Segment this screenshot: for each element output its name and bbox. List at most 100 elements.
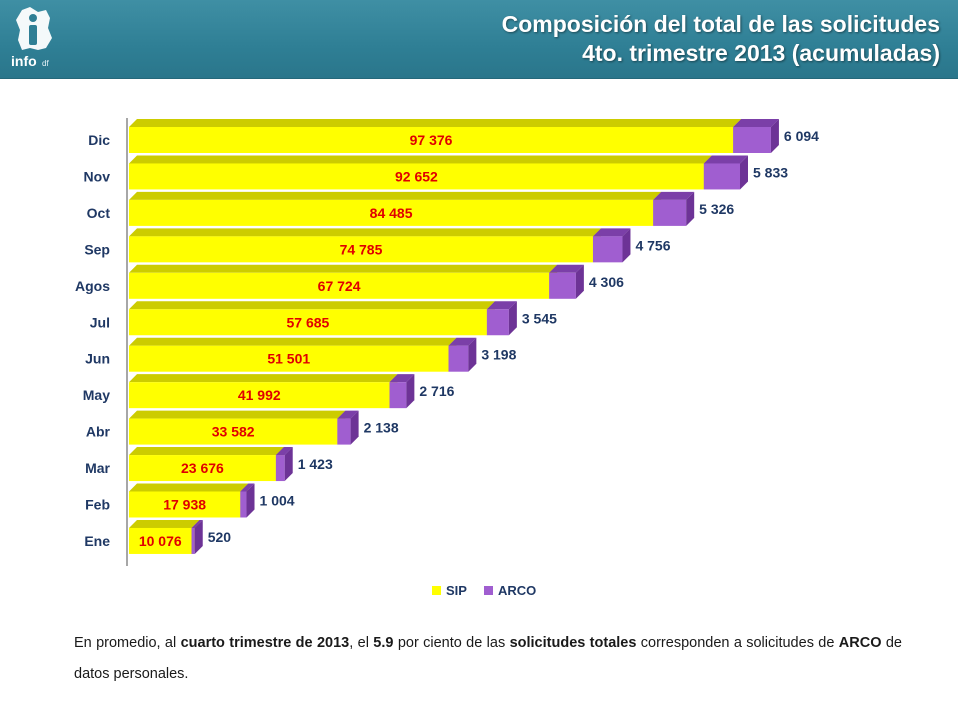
logo-text: info xyxy=(11,53,37,69)
arco-value-label: 3 198 xyxy=(481,347,516,363)
arco-bar-top xyxy=(191,519,203,528)
sip-bar xyxy=(129,455,276,482)
sip-bar xyxy=(129,527,192,554)
category-label: Mar xyxy=(85,460,110,476)
arco-bar xyxy=(275,455,285,482)
sip-bar-top xyxy=(129,374,398,383)
sip-bar-top xyxy=(129,410,346,419)
arco-bar xyxy=(549,272,576,299)
footnote-bold: solicitudes totales xyxy=(509,635,637,651)
sip-bar-top xyxy=(129,447,284,456)
sip-value-label: 41 992 xyxy=(238,387,281,403)
footnote-part: por ciento de las xyxy=(393,635,510,651)
sip-value-label: 97 376 xyxy=(410,132,453,148)
category-label: Feb xyxy=(85,497,110,513)
footnote-part: En promedio, al xyxy=(74,635,181,651)
arco-value-label: 2 138 xyxy=(364,420,399,436)
category-label: Nov xyxy=(84,168,111,184)
stacked-bar-chart: Dic 97 376 6 094 Nov 92 652 5 833 Oct 84 485 5 3… xyxy=(75,118,819,598)
category-label: May xyxy=(83,387,110,403)
sip-value-label: 84 485 xyxy=(370,205,413,221)
sip-bar xyxy=(129,491,241,518)
arco-bar xyxy=(191,527,195,554)
arco-value-label: 5 833 xyxy=(753,164,788,180)
arco-bar-side xyxy=(194,519,203,554)
arco-bar xyxy=(653,199,687,226)
sip-value-label: 74 785 xyxy=(340,241,383,257)
arco-bar xyxy=(733,127,771,153)
footnote-part: , el xyxy=(349,635,374,651)
arco-bar-top xyxy=(733,119,779,127)
sip-bar-top xyxy=(129,264,558,273)
arco-bar-side xyxy=(770,119,779,153)
arco-bar-side xyxy=(740,155,749,190)
legend-swatch-arco xyxy=(484,586,493,595)
footnote-part: de datos personales. xyxy=(74,635,902,682)
legend-label-sip: SIP xyxy=(446,583,467,598)
category-label: Agos xyxy=(75,278,110,294)
legend-label-arco: ARCO xyxy=(498,583,536,598)
arco-value-label: 6 094 xyxy=(784,128,819,144)
arco-bar xyxy=(448,345,469,372)
arco-value-label: 4 756 xyxy=(635,237,670,253)
arco-bar-side xyxy=(468,337,477,372)
sip-value-label: 51 501 xyxy=(267,351,310,367)
sip-bar xyxy=(129,272,550,299)
sip-bar xyxy=(129,418,338,445)
footnote-part: corresponden a solicitudes de xyxy=(636,635,839,651)
sip-bar xyxy=(129,236,593,263)
arco-bar-top xyxy=(275,447,293,456)
arco-value-label: 3 545 xyxy=(522,310,557,326)
sip-bar-top xyxy=(129,337,457,346)
arco-value-label: 520 xyxy=(208,529,232,545)
sip-bar-top xyxy=(129,155,712,164)
sip-value-label: 17 938 xyxy=(163,497,206,513)
title-line-2: 4to. trimestre 2013 (acumuladas) xyxy=(582,40,940,66)
category-label: Jun xyxy=(85,351,110,367)
arco-value-label: 1 423 xyxy=(298,456,333,472)
logo-suffix: df xyxy=(42,59,49,68)
arco-bar xyxy=(592,236,623,263)
sip-bar-top xyxy=(129,191,662,200)
arco-bar-top xyxy=(337,410,359,419)
arco-bar-side xyxy=(350,410,359,445)
arco-bar xyxy=(337,418,351,445)
category-label: Sep xyxy=(84,241,110,257)
arco-bar-side xyxy=(284,447,293,482)
arco-bar-top xyxy=(486,301,517,310)
arco-bar-side xyxy=(622,228,631,263)
sip-bar xyxy=(129,309,487,336)
sip-value-label: 67 724 xyxy=(318,278,361,294)
arco-bar xyxy=(389,382,407,409)
arco-bar-top xyxy=(549,264,584,273)
sip-value-label: 23 676 xyxy=(181,460,224,476)
footnote-text: En promedio, al cuarto trimestre de 2013… xyxy=(74,628,902,690)
arco-bar-top xyxy=(703,155,749,164)
arco-value-label: 2 716 xyxy=(419,383,454,399)
category-label: Jul xyxy=(90,314,110,330)
arco-bar xyxy=(240,491,247,518)
arco-bar-top xyxy=(653,191,695,200)
sip-bar xyxy=(129,382,390,409)
arco-bar-top xyxy=(240,483,255,492)
footnote-bold: cuarto trimestre de 2013 xyxy=(180,635,350,651)
sip-bar xyxy=(129,199,654,226)
sip-bar-top xyxy=(129,483,249,492)
sip-bar-top xyxy=(129,301,495,310)
sip-bar-top xyxy=(129,119,742,127)
slide-header: info df Composición del total de las sol… xyxy=(0,0,958,79)
title-line-1: Composición del total de las solicitudes xyxy=(501,11,940,37)
page-title: Composición del total de las solicitudes… xyxy=(240,10,940,68)
category-label: Dic xyxy=(88,132,110,148)
sip-value-label: 57 685 xyxy=(287,314,330,330)
sip-value-label: 33 582 xyxy=(212,424,255,440)
arco-bar-side xyxy=(406,374,415,409)
arco-bar-top xyxy=(448,337,477,346)
sip-bar xyxy=(129,127,734,153)
category-label: Abr xyxy=(86,424,111,440)
arco-bar-side xyxy=(575,264,584,299)
arco-bar-top xyxy=(592,228,631,237)
sip-bar xyxy=(129,163,704,190)
infodf-logo-icon: info df xyxy=(11,7,52,69)
arco-value-label: 1 004 xyxy=(260,493,295,509)
